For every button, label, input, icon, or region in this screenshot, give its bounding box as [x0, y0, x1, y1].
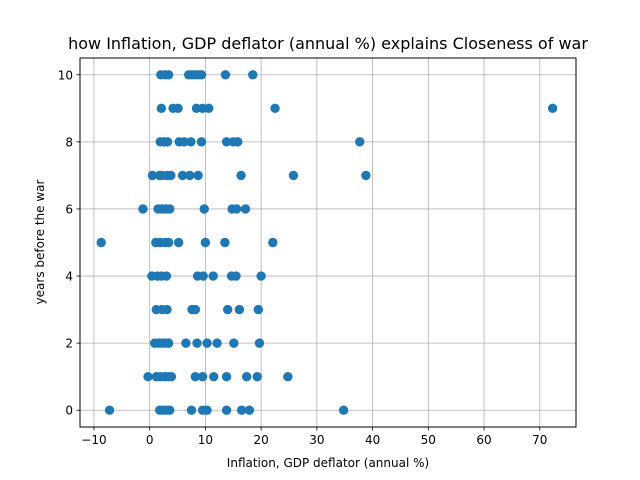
data-point [163, 237, 174, 248]
data-point [186, 137, 196, 147]
x-tick-label: 40 [365, 433, 380, 447]
data-point [234, 304, 245, 315]
data-point [196, 70, 207, 80]
x-tick-label: −10 [81, 433, 106, 447]
data-point [229, 338, 239, 348]
data-point [179, 137, 189, 147]
data-point [162, 304, 172, 315]
data-point [355, 137, 365, 147]
data-point [200, 237, 211, 248]
data-point [236, 405, 247, 415]
data-point [166, 170, 176, 181]
data-point [338, 405, 349, 415]
data-point [221, 371, 232, 382]
data-point [196, 137, 207, 147]
x-tick-label: 60 [476, 433, 491, 447]
data-point [190, 371, 201, 382]
data-point [288, 170, 299, 181]
data-point [173, 103, 183, 114]
data-point [220, 70, 231, 80]
data-point [156, 103, 167, 114]
data-point [212, 338, 222, 348]
chart-title: how Inflation, GDP deflator (annual %) e… [68, 34, 588, 53]
data-point [231, 271, 241, 281]
data-point [241, 371, 252, 382]
data-point [202, 338, 212, 348]
data-point [253, 304, 264, 315]
data-point [104, 405, 115, 415]
data-point [283, 371, 293, 382]
data-point [204, 103, 214, 114]
data-point [254, 338, 265, 348]
data-point [199, 204, 209, 214]
y-tick-label: 10 [58, 68, 73, 82]
y-tick-label: 4 [65, 270, 73, 284]
data-point [547, 103, 558, 114]
data-point [268, 237, 278, 248]
y-axis-label: years before the war [33, 179, 47, 304]
data-point [198, 271, 208, 281]
x-tick-label: 20 [253, 433, 268, 447]
data-point [252, 371, 262, 382]
data-point [256, 271, 266, 281]
data-point [208, 271, 218, 281]
y-tick-label: 2 [65, 337, 73, 351]
x-tick-label: 50 [421, 433, 436, 447]
data-point [173, 237, 184, 248]
data-points [96, 70, 558, 415]
data-point [165, 405, 175, 415]
data-point [143, 371, 153, 382]
data-point [221, 137, 232, 147]
data-point [177, 170, 188, 181]
x-tick-label: 0 [146, 433, 154, 447]
data-point [197, 371, 208, 382]
data-point [161, 271, 172, 281]
data-point [166, 371, 177, 382]
data-point [270, 103, 280, 114]
data-point [220, 237, 230, 248]
data-point [186, 405, 197, 415]
data-point [138, 204, 148, 214]
data-point [163, 70, 174, 80]
x-axis-label: Inflation, GDP deflator (annual %) [227, 456, 429, 470]
data-point [233, 137, 243, 147]
data-point [190, 304, 201, 315]
x-tick-label: 10 [198, 433, 213, 447]
x-tick-label: 30 [309, 433, 324, 447]
data-point [162, 137, 173, 147]
data-point [193, 170, 203, 181]
data-point [361, 170, 371, 181]
data-point [209, 371, 219, 382]
data-point [96, 237, 106, 248]
data-point [248, 70, 258, 80]
data-point [244, 405, 255, 415]
x-tick-label: 70 [532, 433, 547, 447]
data-point [147, 170, 158, 181]
y-tick-label: 6 [65, 202, 73, 216]
data-point [165, 204, 175, 214]
data-point [240, 204, 251, 214]
y-tick-label: 0 [65, 404, 73, 418]
data-point [231, 204, 242, 214]
data-point [236, 170, 246, 181]
x-axis-ticks: −10 0 10 20 30 40 50 60 70 [81, 427, 547, 447]
data-point [221, 405, 232, 415]
data-point [181, 338, 191, 348]
y-tick-label: 8 [65, 135, 73, 149]
data-point [222, 304, 233, 315]
y-axis-ticks: 0 2 4 6 8 10 [58, 68, 80, 418]
data-point [202, 405, 212, 415]
data-point [185, 170, 195, 181]
data-point [163, 338, 174, 348]
plot-area-frame [79, 57, 577, 428]
data-point [192, 338, 202, 348]
